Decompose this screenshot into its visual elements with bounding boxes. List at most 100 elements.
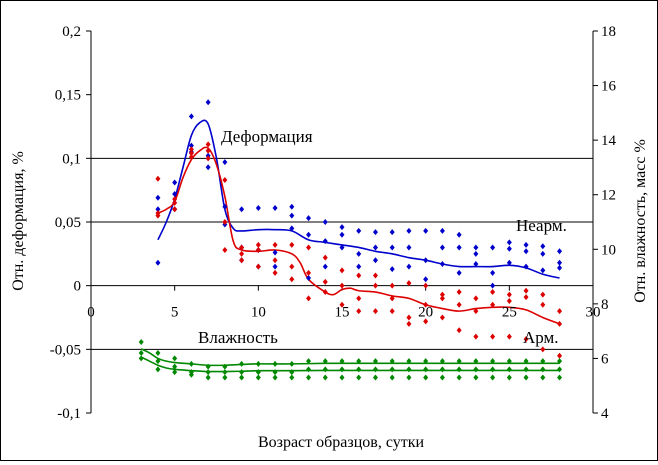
data-point [389, 282, 395, 289]
data-point [272, 204, 278, 211]
data-point [490, 282, 496, 289]
data-point [222, 363, 228, 370]
data-point [172, 179, 178, 186]
data-point [389, 229, 395, 236]
data-point [322, 366, 328, 373]
data-point [473, 250, 479, 257]
data-point [289, 276, 295, 283]
data-point [356, 295, 362, 302]
data-point [322, 238, 328, 245]
annotation-deformation: Деформация [221, 127, 313, 146]
data-point [439, 291, 445, 298]
data-point [406, 374, 412, 381]
y-right-tick-label: 6 [601, 351, 609, 367]
data-point [406, 263, 412, 270]
data-point [356, 374, 362, 381]
data-point [255, 360, 261, 367]
data-point [406, 320, 412, 327]
x-tick-label: 0 [87, 305, 95, 321]
data-point [155, 358, 161, 365]
data-point [205, 164, 211, 171]
data-point [372, 229, 378, 236]
data-point [423, 301, 429, 308]
data-point [172, 355, 178, 362]
x-tick-label: 30 [586, 305, 601, 321]
data-point [523, 366, 529, 373]
data-point [272, 269, 278, 276]
tick-labels: -0,1 -0,05 0 0,05 0,1 0,15 0,2 4 6 8 10 12 14 16 18 0 5 1… [50, 24, 617, 422]
y-axis-title-left: Отн. деформация, % [10, 151, 27, 291]
data-point [372, 282, 378, 289]
data-point [423, 227, 429, 234]
data-point [255, 369, 261, 376]
data-point [306, 275, 312, 282]
data-point [523, 287, 529, 294]
data-point [188, 146, 194, 153]
data-point [339, 301, 345, 308]
data-point [155, 175, 161, 182]
data-point [473, 366, 479, 373]
data-point [306, 231, 312, 238]
y-left-tick-label: 0,05 [55, 215, 81, 231]
data-point [523, 263, 529, 270]
data-point [506, 374, 512, 381]
data-point [272, 369, 278, 376]
data-point [557, 308, 563, 315]
data-point [138, 349, 144, 356]
data-point [205, 155, 211, 162]
data-point [339, 374, 345, 381]
data-point [322, 254, 328, 261]
y-left-tick-label: -0,1 [57, 406, 81, 422]
data-point [439, 374, 445, 381]
x-tick-label: 15 [335, 305, 350, 321]
data-point [322, 278, 328, 285]
data-point [356, 358, 362, 365]
data-point [372, 374, 378, 381]
data-point [473, 295, 479, 302]
y-left-tick-label: 0,2 [62, 24, 81, 40]
data-point [222, 219, 228, 225]
data-point [456, 358, 462, 365]
data-point [356, 250, 362, 257]
data-point [506, 333, 512, 340]
data-point [506, 297, 512, 304]
data-point [289, 203, 295, 210]
data-point [389, 358, 395, 365]
data-point [423, 257, 429, 264]
data-point [356, 227, 362, 234]
data-point [255, 374, 261, 381]
data-point [423, 358, 429, 365]
data-point [372, 257, 378, 264]
series-points [138, 99, 563, 381]
data-point [239, 360, 245, 367]
y-left-tick-label: 0,15 [55, 88, 81, 104]
data-point [155, 366, 161, 373]
data-point [523, 241, 529, 248]
x-axis-title: Возраст образцов, сутки [258, 434, 425, 451]
y-left-tick-label: 0,1 [62, 151, 81, 167]
data-point [540, 243, 546, 250]
data-point [523, 294, 529, 301]
data-point [289, 225, 295, 232]
data-point [523, 374, 529, 381]
data-point [557, 374, 563, 381]
data-point [289, 360, 295, 367]
data-point [339, 231, 345, 238]
data-point [490, 366, 496, 373]
data-point [439, 366, 445, 373]
data-point [306, 244, 312, 251]
data-point [473, 374, 479, 381]
data-point [523, 248, 529, 255]
data-point [306, 366, 312, 373]
data-point [172, 206, 178, 213]
data-point [506, 259, 512, 266]
data-point [506, 358, 512, 365]
data-point [389, 366, 395, 373]
data-point [306, 374, 312, 381]
data-point [490, 244, 496, 251]
data-point [389, 308, 395, 315]
data-point [188, 142, 194, 149]
y-right-tick-label: 4 [601, 406, 609, 422]
data-point [138, 355, 144, 362]
